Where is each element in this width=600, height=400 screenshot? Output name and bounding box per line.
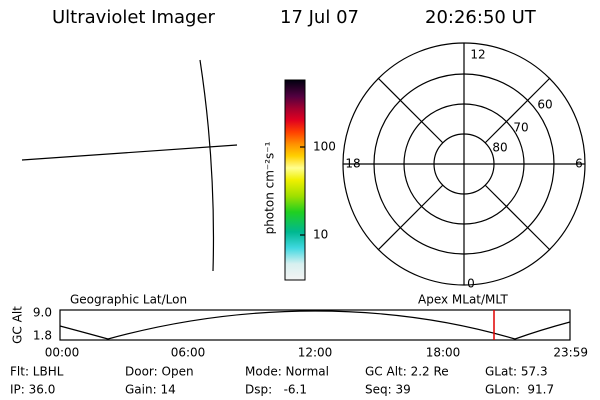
status-field: Seq: 39 <box>365 383 411 397</box>
status-field: Door: Open <box>125 365 194 379</box>
colorbar-tick-label: 100 <box>313 140 336 154</box>
status-field: Flt: LBHL <box>10 365 64 379</box>
altitude-tick-label: 1.8 <box>33 329 52 343</box>
altitude-curve <box>59 310 571 340</box>
ring-label: 60 <box>537 98 552 112</box>
altitude-axis-label: GC Alt <box>11 306 25 344</box>
ring-label: 80 <box>492 141 507 155</box>
time: 20:26:50 UT <box>425 7 537 28</box>
time-tick-label: 12:00 <box>298 346 333 360</box>
status-field: Gain: 14 <box>125 383 176 397</box>
altitude-tick-label: 9.0 <box>33 306 52 320</box>
colorbar-tick-label: 10 <box>313 228 328 242</box>
instrument-title: Ultraviolet Imager <box>52 7 216 28</box>
status-field: Dsp: -6.1 <box>245 383 307 397</box>
polar-grid <box>342 42 586 286</box>
altitude-frame <box>59 309 571 341</box>
status-field: GLon: 91.7 <box>485 383 554 397</box>
status-field: Mode: Normal <box>245 365 329 379</box>
colorbar <box>284 79 306 281</box>
ring-label: 70 <box>513 121 528 135</box>
time-tick-label: 06:00 <box>171 346 206 360</box>
date: 17 Jul 07 <box>280 7 359 28</box>
time-tick-label: 18:00 <box>426 346 461 360</box>
status-field: IP: 36.0 <box>10 383 55 397</box>
clock-label: 18 <box>345 157 360 171</box>
meridian <box>199 59 215 272</box>
clock-label: 6 <box>575 157 583 171</box>
clock-label: 0 <box>467 277 475 291</box>
status-block: Flt: LBHL Door: Open Mode: Normal GC Alt: 2… <box>10 365 554 397</box>
status-field: GLat: 57.3 <box>485 365 548 379</box>
parallel <box>21 144 238 161</box>
time-tick-label: 23:59 <box>553 346 588 360</box>
time-tick-label: 00:00 <box>45 346 80 360</box>
map-grid <box>21 59 238 272</box>
clock-label: 12 <box>470 48 485 62</box>
status-field: GC Alt: 2.2 Re <box>365 365 449 379</box>
colorbar-label: photon cm⁻²s⁻¹ <box>263 141 277 234</box>
panel-title: Apex MLat/MLT <box>418 293 508 307</box>
panel-title: Geographic Lat/Lon <box>70 293 187 307</box>
